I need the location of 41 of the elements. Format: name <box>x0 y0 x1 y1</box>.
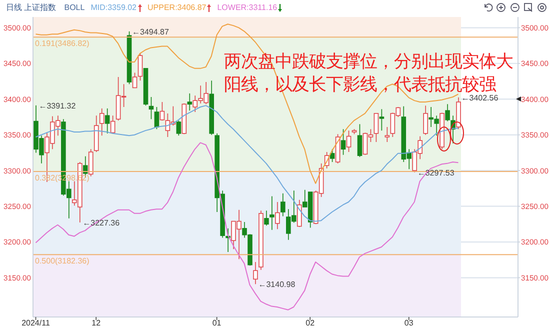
annotation: ←3140.98 <box>258 280 296 290</box>
text: ←3402.56 <box>461 93 499 102</box>
candlestick <box>187 93 192 111</box>
annotation: ←3494.87 <box>132 27 170 36</box>
candlestick <box>104 108 110 134</box>
chart-title: 日线 上证指数 <box>6 2 56 13</box>
ref-line-label: 0.500(3182.36) <box>35 256 90 266</box>
candlestick <box>296 199 302 228</box>
candlestick <box>176 120 182 136</box>
x-tick-label: 12 <box>92 318 102 328</box>
candlestick <box>154 106 160 130</box>
candlestick <box>384 126 390 142</box>
candlestick <box>110 115 116 134</box>
candlestick <box>280 193 286 217</box>
candlestick <box>270 196 274 230</box>
legend-title: BOLL <box>64 3 85 12</box>
text: MID:3359.02 <box>90 3 138 12</box>
candlestick <box>275 202 280 230</box>
line-series <box>35 142 459 310</box>
candlestick <box>357 124 362 158</box>
x-tick-label: 02 <box>306 318 316 328</box>
candlestick <box>88 148 94 177</box>
candlestick <box>99 108 104 136</box>
text: UPPER:3406.87 <box>148 3 208 12</box>
candlestick <box>148 96 154 120</box>
candlestick <box>330 148 335 162</box>
candlestick <box>264 210 269 226</box>
ref-line-label: 0.191(3486.82) <box>35 39 90 48</box>
candlestick <box>423 105 428 136</box>
candlestick <box>340 128 346 156</box>
candlestick <box>132 72 138 88</box>
x-tick-label: 03 <box>404 318 414 328</box>
candlestick <box>379 108 384 131</box>
candlestick <box>138 53 143 81</box>
x-tick-label: 2024/11 <box>22 318 50 328</box>
candlestick <box>374 113 379 142</box>
annotation: ←3391.32 <box>38 101 76 110</box>
x-tick-label: 01 <box>212 318 222 328</box>
candlestick <box>253 262 258 285</box>
candlestick <box>346 130 352 152</box>
text: LOWER:3311.16 <box>217 3 278 12</box>
